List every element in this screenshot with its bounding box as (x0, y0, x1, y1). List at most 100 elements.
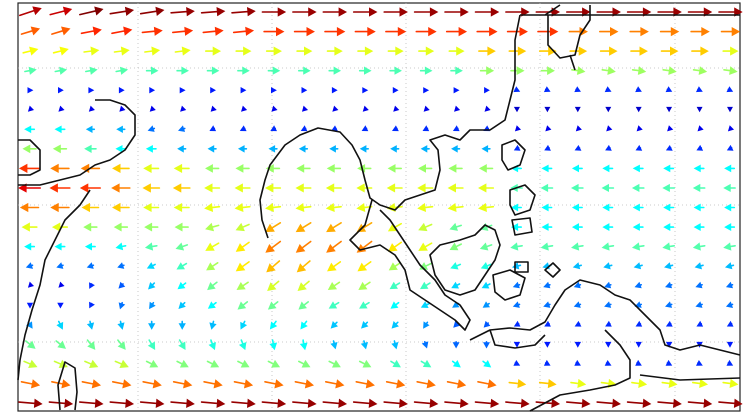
wind-arrow (20, 379, 41, 389)
wind-arrow (55, 340, 66, 349)
wind-arrow (693, 203, 705, 212)
wind-arrow (725, 281, 734, 289)
wind-arrow (85, 125, 96, 133)
wind-arrow (723, 66, 738, 75)
wind-arrow (391, 125, 399, 132)
wind-arrow (142, 379, 162, 389)
wind-arrow (508, 378, 527, 389)
wind-arrow (111, 26, 133, 36)
wind-arrow (54, 125, 66, 134)
wind-arrow (88, 87, 95, 94)
wind-arrow (514, 125, 522, 132)
wind-arrow (513, 341, 521, 348)
wind-arrow (301, 87, 308, 94)
wind-arrow (657, 398, 682, 408)
wind-arrow (173, 163, 190, 173)
wind-arrow (116, 125, 126, 133)
wind-arrow (209, 125, 217, 132)
wind-arrow (724, 164, 736, 173)
wind-arrow (266, 260, 281, 273)
coastlines (17, 4, 741, 412)
wind-arrow (722, 46, 739, 56)
wind-arrow (630, 46, 648, 56)
wind-arrow (268, 145, 278, 153)
wind-arrow (451, 145, 461, 153)
wind-arrow (665, 359, 673, 366)
wind-arrow (697, 125, 704, 132)
wind-arrow (484, 87, 490, 94)
wind-arrow (239, 125, 247, 132)
wind-arrow (418, 164, 433, 173)
wind-arrow (359, 301, 370, 309)
coastline (492, 261, 561, 301)
wind-arrow (145, 359, 159, 368)
wind-arrow (453, 87, 460, 94)
wind-arrow (505, 398, 530, 408)
wind-arrow (447, 202, 464, 213)
wind-arrow (506, 26, 528, 37)
wind-arrow (264, 379, 284, 389)
wind-arrow (89, 282, 95, 289)
wind-arrow (696, 144, 704, 151)
wind-arrow (267, 301, 279, 310)
wind-arrow (605, 320, 612, 327)
wind-arrow (390, 301, 400, 309)
wind-arrow (261, 7, 287, 17)
wind-arrow (328, 66, 342, 75)
wind-arrow (352, 7, 378, 17)
wind-arrow (86, 262, 95, 269)
wind-arrow (237, 301, 249, 310)
wind-arrow (296, 260, 311, 273)
wind-arrow (22, 46, 39, 56)
wind-arrow (544, 341, 551, 348)
wind-arrow (663, 223, 675, 231)
wind-arrow (21, 222, 38, 232)
wind-arrow (202, 26, 224, 36)
wind-arrow (603, 262, 613, 270)
wind-arrow (513, 86, 521, 93)
wind-arrow (387, 164, 402, 173)
wind-arrow (265, 164, 281, 173)
wind-arrow (454, 105, 461, 112)
wind-arrow (665, 341, 673, 348)
wind-arrow (86, 339, 96, 350)
wind-arrow (724, 262, 735, 270)
wind-arrow (18, 163, 41, 174)
wind-arrow (234, 183, 251, 193)
wind-arrow (482, 301, 491, 308)
wind-arrow (176, 359, 189, 368)
wind-arrow (300, 125, 308, 132)
wind-arrow (724, 203, 736, 212)
wind-arrow (511, 203, 522, 212)
wind-arrow (179, 87, 186, 94)
wind-arrow (118, 301, 126, 310)
wind-arrow (474, 7, 500, 17)
wind-arrow (626, 398, 652, 408)
wind-arrow (544, 106, 551, 113)
wind-arrow (112, 379, 132, 389)
wind-arrow (170, 398, 195, 408)
coastline (429, 224, 501, 296)
wind-arrow (300, 320, 308, 330)
wind-arrow (606, 125, 613, 132)
wind-arrow (634, 301, 642, 308)
wind-arrow (355, 379, 375, 389)
wind-arrow (271, 87, 277, 94)
wind-arrow (237, 145, 248, 153)
wind-arrow (109, 398, 135, 408)
wind-arrow (144, 242, 158, 251)
wind-arrow (484, 105, 491, 112)
wind-arrow (265, 46, 282, 56)
wind-arrow (483, 341, 490, 349)
wind-arrow (296, 46, 313, 56)
wind-arrow (695, 86, 703, 93)
wind-arrow (727, 106, 733, 113)
wind-arrow (543, 281, 551, 289)
wind-arrow (695, 301, 703, 308)
wind-arrow (49, 183, 71, 193)
wind-arrow (695, 359, 703, 366)
wind-arrow (86, 320, 95, 330)
wind-arrow (481, 145, 491, 153)
